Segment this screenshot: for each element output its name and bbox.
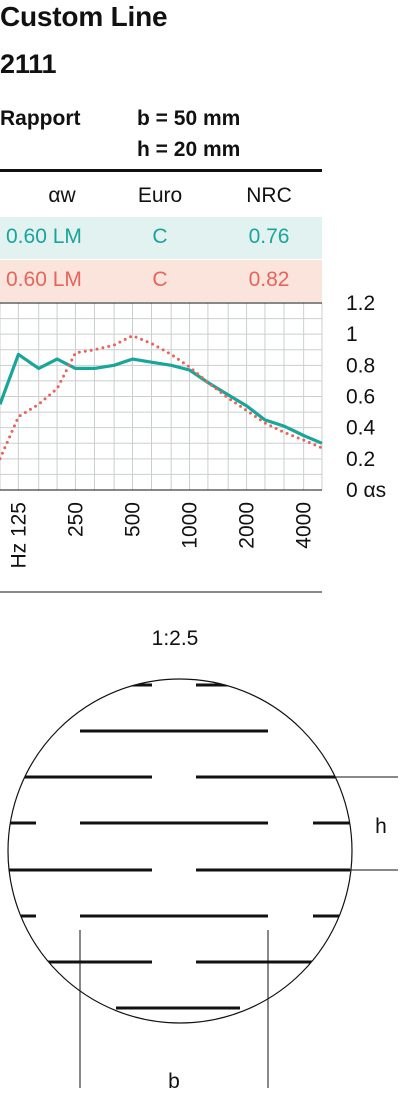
header-nrc: NRC — [246, 184, 292, 207]
row-euro: C — [152, 225, 168, 248]
x-tick-label: 4000 — [293, 502, 316, 549]
slat-pattern — [8, 683, 352, 1010]
header-aw: αw — [48, 184, 76, 207]
x-tick-label: 250 — [64, 502, 87, 537]
dimension-lines — [79, 776, 398, 1088]
y-tick-label: 0.4 — [346, 417, 376, 440]
series-line-1 — [0, 334, 324, 461]
x-tick-label: 500 — [122, 502, 145, 537]
row-aw: 0.60 LM — [6, 268, 82, 291]
h-dimension-label: h — [375, 815, 387, 838]
y-tick-label: 0.6 — [346, 386, 375, 409]
y-tick-label: 0 αs — [346, 479, 386, 502]
scale-label: 1:2.5 — [152, 627, 199, 650]
row-nrc: 0.82 — [248, 268, 290, 291]
x-tick-label: Hz 125 — [7, 502, 30, 569]
product-title: Custom Line — [0, 1, 168, 32]
detail-circle — [7, 678, 353, 1024]
header-euro: Euro — [137, 184, 183, 207]
absorption-chart: 1.2 1 0.8 0.6 0.4 0.2 0 αs Hz 125 250 500 1000 2000… — [0, 292, 386, 593]
table-row: 0.60 LM C 0.82 — [0, 260, 322, 302]
y-tick-label: 0.2 — [346, 448, 375, 471]
y-tick-label: 1.2 — [346, 292, 375, 315]
row-nrc: 0.76 — [248, 225, 290, 248]
product-code: 2111 — [0, 49, 57, 79]
b-dimension-label: b — [168, 1070, 180, 1093]
y-tick-label: 1 — [346, 323, 358, 346]
rapport-h: h = 20 mm — [137, 138, 241, 161]
table-header: αw Euro NRC — [0, 176, 322, 216]
rapport-b: b = 50 mm — [137, 107, 241, 130]
rapport-label: Rapport — [0, 107, 81, 130]
row-aw: 0.60 LM — [6, 225, 82, 248]
table-row: 0.60 LM C 0.76 — [0, 217, 322, 259]
x-tick-label: 1000 — [179, 502, 202, 549]
series-line-0 — [0, 352, 323, 445]
x-tick-label: 2000 — [236, 502, 259, 549]
y-tick-label: 0.8 — [346, 354, 375, 377]
row-euro: C — [152, 268, 168, 291]
header-rule — [0, 169, 322, 172]
